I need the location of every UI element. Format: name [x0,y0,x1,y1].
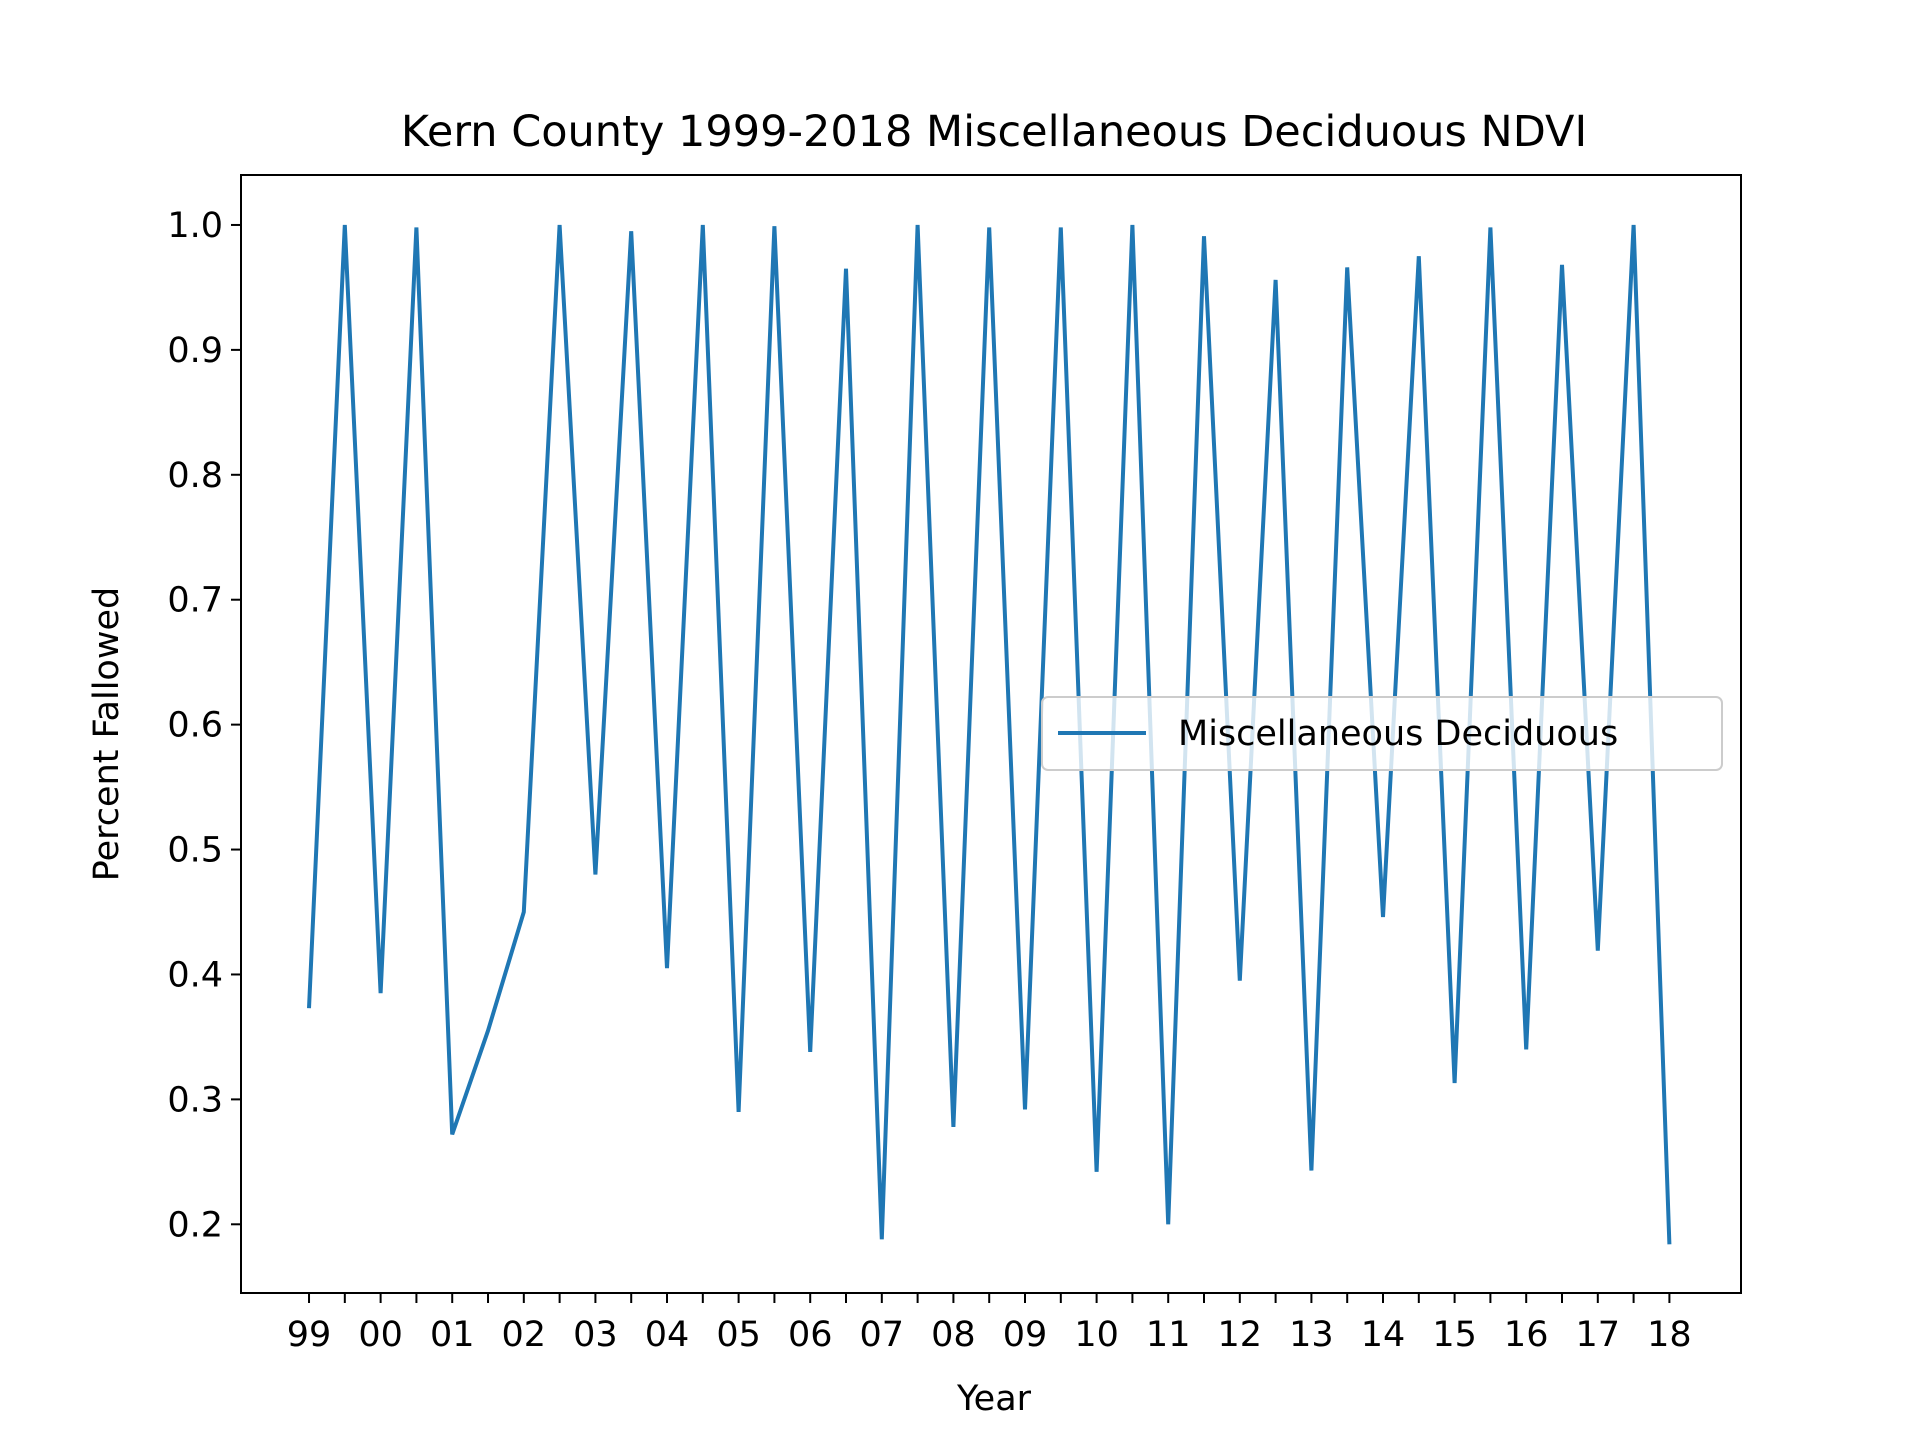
y-tick-label: 0.3 [167,1080,223,1120]
series-line [307,224,1672,1245]
legend-box [1041,696,1723,771]
x-tick-label: 09 [1003,1315,1048,1355]
x-tick-label: 08 [931,1315,976,1355]
x-tick-label: 07 [860,1315,905,1355]
y-tick-label: 0.2 [167,1205,223,1245]
x-tick-label: 17 [1576,1315,1621,1355]
x-tick-label: 05 [716,1315,761,1355]
x-tick-label: 14 [1361,1315,1406,1355]
x-tick-label: 11 [1146,1315,1191,1355]
x-tick-label: 15 [1432,1315,1477,1355]
series-layer [307,224,1672,1245]
x-tick-label: 16 [1504,1315,1549,1355]
x-tick-label: 18 [1647,1315,1692,1355]
legend: Miscellaneous Deciduous [1041,696,1723,771]
x-tick-label: 02 [502,1315,547,1355]
x-tick-label: 01 [430,1315,475,1355]
y-axis: 0.2 0.3 0.4 0.5 0.6 0.7 0.8 0.9 1.0 [167,206,241,1245]
y-tick-label: 0.4 [167,955,223,995]
x-tick-label: 10 [1074,1315,1119,1355]
chart-title: Kern County 1999-2018 Miscellaneous Deci… [401,107,1587,157]
legend-entry-label: Miscellaneous Deciduous [1178,714,1618,754]
x-axis: 99 00 01 02 03 04 05 06 07 08 09 10 11 12 13 14 15 16 17 18 [287,1293,1692,1355]
x-tick-label: 04 [645,1315,690,1355]
plot-frame [240,174,1742,1294]
x-tick-label: 00 [358,1315,403,1355]
y-tick-label: 0.7 [167,581,223,621]
x-tick-label: 06 [788,1315,833,1355]
y-tick-label: 0.6 [167,706,223,746]
y-tick-label: 0.8 [167,456,223,496]
x-tick-label: 99 [287,1315,332,1355]
x-tick-label: 13 [1289,1315,1334,1355]
y-tick-label: 0.9 [167,331,223,371]
y-tick-label: 1.0 [167,206,223,246]
x-tick-label: 03 [573,1315,618,1355]
x-tick-label: 12 [1218,1315,1263,1355]
y-tick-label: 0.5 [167,831,223,871]
y-axis-label: Percent Fallowed [87,587,127,881]
x-axis-label: Year [956,1379,1032,1419]
